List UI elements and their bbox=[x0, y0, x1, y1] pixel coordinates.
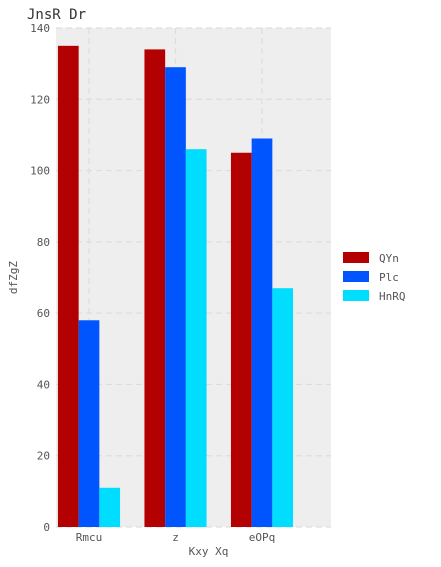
y-tick-label: 80 bbox=[37, 236, 50, 249]
y-tick-label: 40 bbox=[37, 378, 50, 391]
bar-QYn-eOPq bbox=[230, 152, 252, 527]
bar-HnRQ-Rmcu bbox=[99, 487, 121, 527]
y-tick-label: 140 bbox=[30, 22, 50, 35]
bar-HnRQ-eOPq bbox=[272, 288, 294, 527]
bar-Plc-z bbox=[165, 67, 186, 527]
y-tick-label: 120 bbox=[30, 93, 50, 106]
legend-swatch-HnRQ bbox=[343, 290, 369, 301]
y-tick-label: 100 bbox=[30, 165, 50, 178]
bars bbox=[57, 45, 294, 528]
y-axis-ticks: 0 20 40 60 80 100 120 140 bbox=[30, 22, 50, 534]
x-tick-label: z bbox=[172, 531, 179, 544]
x-tick-label: Rmcu bbox=[76, 531, 103, 544]
y-tick-label: 60 bbox=[37, 307, 50, 320]
x-axis-ticks: Rmcu z eOPq bbox=[76, 531, 276, 544]
x-axis-label: Kxy Xq bbox=[189, 545, 229, 558]
chart-title: JnsR Dr bbox=[27, 7, 86, 23]
x-tick-label: eOPq bbox=[249, 531, 276, 544]
y-tick-label: 20 bbox=[37, 450, 50, 463]
legend-swatch-QYn bbox=[343, 252, 369, 263]
bar-Plc-Rmcu bbox=[78, 320, 100, 527]
bar-QYn-Rmcu bbox=[57, 45, 79, 527]
legend-label: Plc bbox=[379, 271, 399, 284]
y-axis-label: dfZgZ bbox=[7, 261, 20, 294]
legend-label: QYn bbox=[379, 252, 399, 265]
legend-label: HnRQ bbox=[379, 290, 406, 303]
legend: QYn Plc HnRQ bbox=[343, 252, 406, 303]
y-tick-label: 0 bbox=[43, 521, 50, 534]
bar-QYn-z bbox=[144, 49, 166, 528]
bar-HnRQ-z bbox=[185, 149, 207, 527]
bar-Plc-eOPq bbox=[251, 138, 273, 527]
legend-swatch-Plc bbox=[343, 271, 369, 282]
